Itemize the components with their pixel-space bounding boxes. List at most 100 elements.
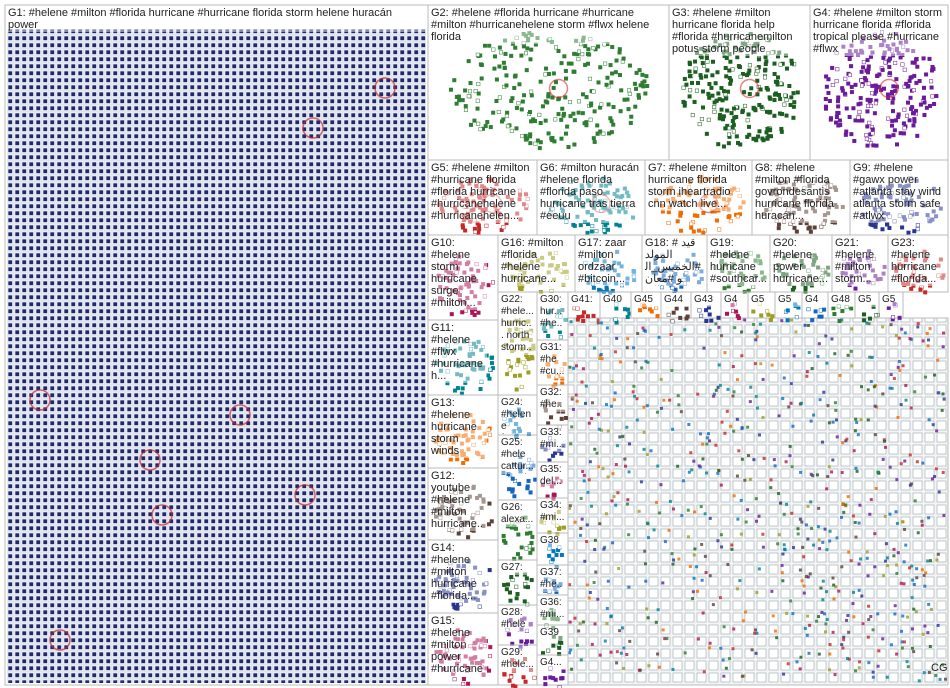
node xyxy=(881,392,885,396)
node xyxy=(551,71,556,76)
node xyxy=(603,545,607,549)
node xyxy=(647,536,651,540)
node xyxy=(927,670,931,674)
node xyxy=(575,214,580,219)
node xyxy=(552,277,557,282)
node xyxy=(570,667,574,671)
node xyxy=(844,503,848,507)
node xyxy=(657,665,661,669)
node xyxy=(847,657,851,661)
node xyxy=(455,372,460,377)
node xyxy=(698,73,703,78)
node xyxy=(772,61,777,66)
node xyxy=(828,652,832,656)
node xyxy=(852,449,856,453)
node xyxy=(817,652,821,656)
node xyxy=(520,134,525,139)
node xyxy=(549,39,554,44)
node xyxy=(856,271,861,276)
node xyxy=(588,591,592,595)
node xyxy=(580,52,585,57)
node xyxy=(773,187,778,192)
node xyxy=(475,98,480,103)
node xyxy=(831,458,835,462)
node xyxy=(617,567,621,571)
node xyxy=(794,229,799,234)
node xyxy=(902,217,907,222)
node xyxy=(896,51,901,56)
node xyxy=(535,138,540,143)
node xyxy=(935,429,939,433)
node xyxy=(743,478,747,482)
node xyxy=(701,442,705,446)
node xyxy=(791,612,795,616)
node xyxy=(791,104,796,109)
node xyxy=(649,449,653,453)
node xyxy=(806,226,811,231)
node xyxy=(754,331,758,335)
node xyxy=(516,282,521,287)
node xyxy=(834,585,838,589)
node xyxy=(533,477,538,482)
node xyxy=(740,108,745,113)
node xyxy=(460,98,465,103)
node xyxy=(676,464,680,468)
node xyxy=(895,142,900,147)
node xyxy=(726,132,731,137)
node xyxy=(915,133,920,138)
node xyxy=(741,200,746,205)
node xyxy=(830,83,835,88)
node xyxy=(938,206,943,211)
node xyxy=(503,342,508,347)
node xyxy=(587,183,592,188)
node xyxy=(457,298,462,303)
node xyxy=(587,421,591,425)
node xyxy=(859,39,864,44)
node xyxy=(746,508,750,512)
node xyxy=(528,622,533,627)
node xyxy=(519,545,524,550)
node xyxy=(832,311,837,316)
node xyxy=(562,361,567,366)
node xyxy=(475,495,480,500)
node xyxy=(784,502,788,506)
node xyxy=(645,607,649,611)
node xyxy=(436,507,441,512)
node xyxy=(451,451,456,456)
node xyxy=(871,223,876,228)
node xyxy=(444,286,449,291)
node xyxy=(694,270,699,275)
node xyxy=(906,280,911,285)
node xyxy=(834,408,838,412)
node xyxy=(458,602,463,607)
node xyxy=(682,103,687,108)
node xyxy=(551,520,556,525)
node xyxy=(803,286,808,291)
node xyxy=(444,569,449,574)
node xyxy=(822,307,827,312)
node xyxy=(915,460,919,464)
node xyxy=(783,53,788,58)
node xyxy=(817,342,821,346)
node xyxy=(463,228,468,233)
node xyxy=(622,186,627,191)
node xyxy=(530,547,535,552)
node xyxy=(483,124,488,129)
node xyxy=(705,436,709,440)
node xyxy=(898,55,903,60)
node xyxy=(870,83,875,88)
node xyxy=(757,514,761,518)
node xyxy=(512,85,517,90)
node xyxy=(525,585,530,590)
node xyxy=(865,556,869,560)
node xyxy=(689,451,693,455)
node xyxy=(607,181,612,186)
node xyxy=(926,559,930,563)
node xyxy=(433,361,438,366)
node xyxy=(455,628,460,633)
node xyxy=(795,90,800,95)
node xyxy=(438,584,443,589)
node xyxy=(490,361,495,366)
group-label: G3: #helene #milton hurricane florida he… xyxy=(670,6,809,56)
node xyxy=(466,361,471,366)
